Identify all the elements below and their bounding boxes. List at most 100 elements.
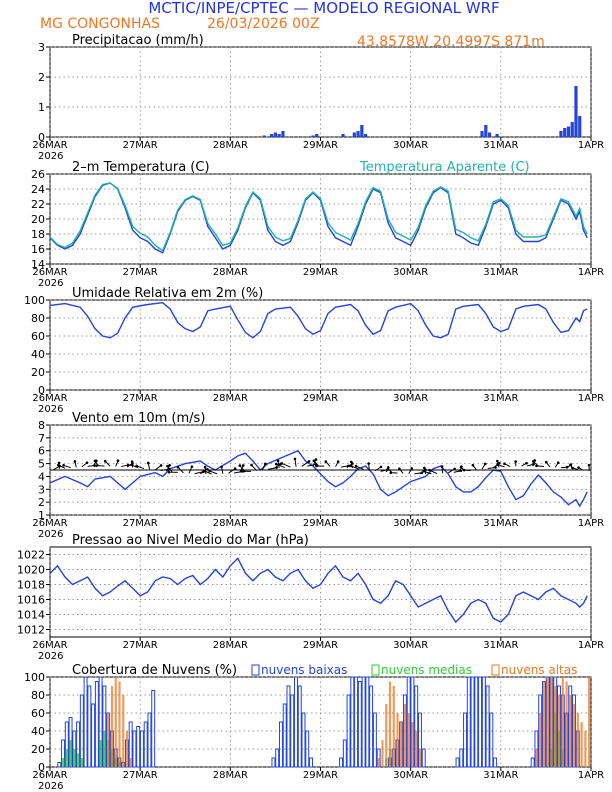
cloud-mid-bar — [73, 749, 76, 767]
cloud-low-bar — [301, 712, 306, 768]
temp-panel: 14 16 18 20 22 24 26 26MAR 27MAR 28MAR 29MAR 30MAR 3… — [31, 160, 604, 289]
wind-arrow-head — [203, 465, 207, 469]
pressure-xtick-label: 26MAR — [32, 640, 67, 651]
cloud-high-bar — [546, 677, 549, 767]
cloud-mid-bar — [80, 758, 84, 767]
rh-xtick-label: 31MAR — [483, 393, 518, 404]
precip-bar — [487, 132, 492, 137]
cloud-low-bar — [361, 676, 366, 768]
cloud-low-bar — [271, 757, 276, 768]
precip-bar — [341, 134, 345, 137]
cloud-mid-bar — [77, 753, 80, 767]
cloud-low-bar — [132, 730, 137, 768]
wind-arrow-head — [190, 465, 194, 468]
wind-arrow-head — [135, 464, 138, 468]
wind-arrow — [276, 463, 285, 469]
precip-xtick-label: 28MAR — [213, 140, 248, 151]
wind-arrow-head — [202, 469, 206, 473]
cloud-low-bar — [369, 685, 374, 768]
main-title: MCTIC/INPE/CPTEC — MODELO REGIONAL WRF — [148, 0, 499, 17]
temp-ytick-label: 14 — [31, 258, 45, 271]
wind-arrow-head — [535, 464, 538, 468]
wind-arrow — [239, 465, 244, 473]
precip-bar — [270, 134, 274, 137]
precip-bar — [480, 131, 484, 137]
rh-xtick-label: 26MAR — [32, 393, 67, 404]
temp-ytick-label: 20 — [31, 213, 45, 226]
rh-xtick-label: 30MAR — [393, 393, 428, 404]
wind-arrow-head — [428, 468, 431, 472]
wind-arrow — [307, 463, 317, 467]
cloud-low-bar — [147, 712, 152, 768]
precip-ytick-label: 3 — [38, 41, 45, 54]
cloud-low-bar — [136, 726, 141, 768]
cloud-high-bar — [554, 686, 557, 767]
wind-arrow-head — [62, 464, 65, 467]
rh-ytick-label: 100 — [24, 294, 45, 307]
cloud-low-bar — [94, 681, 99, 768]
wind-arrow-head — [168, 463, 171, 467]
wind-arrow-head — [571, 466, 574, 470]
wind-arrow — [281, 463, 291, 468]
wind-arrow-head — [176, 465, 180, 469]
wind-arrow-head — [410, 467, 414, 470]
rh-ytick-label: 80 — [31, 312, 45, 325]
header: MCTIC/INPE/CPTEC — MODELO REGIONAL WRF M… — [40, 0, 545, 50]
coords-label: 43.8578W 20.4997S 871m — [357, 34, 545, 50]
wind-arrow-head — [379, 465, 383, 469]
wind-arrow-head — [130, 460, 134, 464]
wind-arrow-head — [166, 464, 169, 468]
clouds-xtick-label: 30MAR — [393, 770, 428, 781]
rh-xtick-label: 28MAR — [213, 393, 248, 404]
wind-arrow-head — [556, 461, 560, 464]
wind-arrow-head — [367, 462, 370, 465]
cloud-high-bar — [418, 749, 422, 767]
wind-xtick-label: 28MAR — [213, 518, 248, 529]
cloud-low-bar — [459, 748, 464, 768]
cloud-high-bar — [385, 704, 388, 767]
cloud-low-bar — [481, 676, 486, 768]
cloud-high-bar — [584, 731, 587, 767]
cloud-high-bar — [569, 695, 572, 767]
precip-bar — [563, 128, 567, 137]
rh-ytick-label: 60 — [31, 330, 45, 343]
pressure-panel: 1012 1014 1016 1018 1020 1022 26MAR 27MAR 28MAR 2… — [17, 533, 604, 662]
wind-arrow-head — [422, 469, 425, 473]
cloud-low-bar — [143, 721, 148, 768]
cloud-low-bar — [342, 739, 347, 768]
cloud-high-bar — [535, 749, 538, 767]
wind-arrow-head — [293, 457, 297, 461]
wind-arrow-head — [462, 468, 466, 472]
cloud-high-bar — [542, 681, 546, 767]
wind-arrow — [203, 470, 212, 475]
wind-arrow-head — [314, 458, 318, 461]
cloud-mid-bar — [103, 731, 106, 767]
cloud-low-bar — [470, 676, 475, 768]
wind-ytick-label: 5 — [38, 458, 45, 471]
cloud-low-bar — [91, 703, 96, 768]
wind-arrow-head — [459, 465, 463, 469]
cloud-high-bar — [114, 677, 117, 767]
clouds-xtick-label: 26MAR — [32, 770, 67, 781]
wind-arrow — [194, 471, 204, 475]
wind-arrow-head — [324, 460, 328, 463]
cloud-high-bar — [403, 704, 407, 767]
cloud-low-bar — [485, 685, 490, 768]
pressure-xtick-label: 29MAR — [303, 640, 338, 651]
precip-bar — [277, 134, 281, 137]
wind-arrow-head — [167, 470, 171, 474]
pressure-series-line — [49, 557, 588, 624]
wind-year-label: 2026 — [38, 529, 63, 540]
cloud-low-bar — [365, 676, 370, 768]
cloud-low-bar — [357, 681, 362, 768]
wind-arrow-head — [349, 460, 353, 464]
precip-bar — [559, 131, 563, 137]
wind-ytick-label: 8 — [38, 419, 45, 432]
location-label: MG CONGONHAS — [40, 16, 160, 32]
temp-series-line — [49, 182, 588, 254]
cloud-low-bar — [286, 685, 291, 768]
wind-xtick-label: 27MAR — [123, 518, 158, 529]
precip-bar — [262, 135, 266, 137]
wind-arrow — [273, 463, 281, 470]
